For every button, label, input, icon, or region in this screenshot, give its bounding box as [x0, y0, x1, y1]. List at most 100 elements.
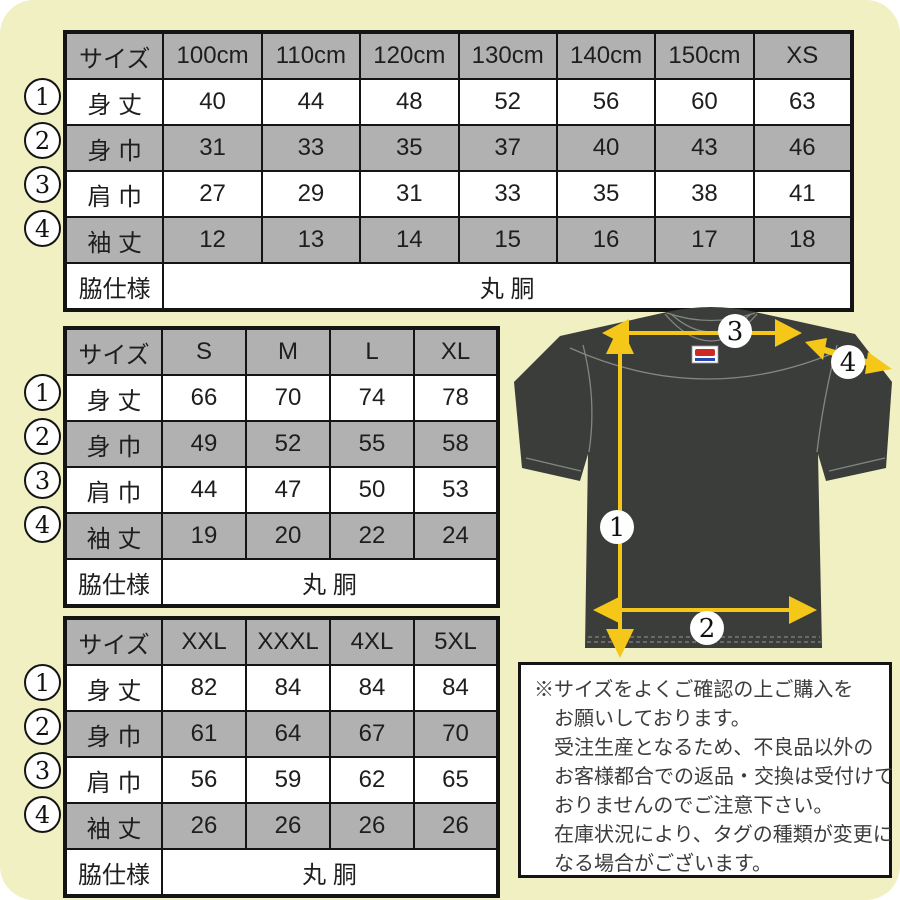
footer-value: 丸 胴 — [162, 262, 853, 311]
size-cell: 22 — [329, 512, 415, 560]
arrow-body-width — [593, 596, 817, 624]
size-cell: 33 — [260, 124, 362, 172]
size-cell: 82 — [161, 664, 247, 712]
size-cell: 14 — [359, 216, 460, 264]
measurement-arrows — [593, 319, 892, 658]
footer-value: 丸 胴 — [161, 848, 499, 897]
size-cell: 46 — [752, 124, 854, 172]
brand-tag — [691, 345, 719, 364]
row-label: 肩 巾 — [64, 756, 163, 804]
size-cell: 31 — [162, 124, 263, 172]
marker-circle-3 — [718, 314, 752, 348]
marker-label-4: 4 — [840, 348, 857, 378]
marker-1-adult: 1 — [24, 374, 61, 411]
size-cell: 38 — [654, 170, 755, 218]
size-cell: 60 — [654, 78, 755, 126]
col-header: 140cm — [555, 31, 657, 80]
size-cell: 84 — [413, 664, 499, 712]
notice-line: 受注生産となるため、不良品以外の — [554, 737, 874, 759]
size-cell: 26 — [245, 802, 331, 850]
size-cell: 63 — [752, 78, 854, 126]
col-header: M — [245, 327, 331, 376]
size-cell: 26 — [413, 802, 499, 850]
col-header: XXL — [161, 617, 247, 666]
size-cell: 66 — [161, 374, 247, 422]
size-cell: 40 — [555, 124, 657, 172]
marker-1-plus: 1 — [24, 664, 61, 701]
marker-label-1: 1 — [609, 513, 626, 543]
marker-3-adult: 3 — [24, 462, 61, 499]
col-header: 110cm — [260, 31, 362, 80]
arrow-shoulder-width — [602, 319, 802, 347]
size-cell: 52 — [245, 420, 331, 468]
col-header: XL — [413, 327, 499, 376]
size-cell: 44 — [161, 466, 247, 514]
marker-3-plus: 3 — [24, 752, 61, 789]
row-label: 身 丈 — [64, 374, 163, 422]
size-cell: 78 — [413, 374, 499, 422]
notice-line: お願いしております。 — [554, 708, 751, 730]
size-cell: 53 — [413, 466, 499, 514]
tshirt-diagram: 1 2 3 4 — [514, 307, 892, 658]
row-label: 袖 丈 — [64, 512, 163, 560]
marker-4-adult: 4 — [24, 506, 61, 543]
marker-circle-1 — [600, 510, 634, 544]
col-header: サイズ — [63, 31, 165, 80]
marker-2-plus: 2 — [24, 708, 61, 745]
size-cell: 41 — [752, 170, 854, 218]
marker-circle-4 — [831, 345, 865, 379]
size-cell: 64 — [245, 710, 331, 758]
tshirt-silhouette — [514, 307, 892, 648]
size-cell: 37 — [457, 124, 558, 172]
marker-3-kids: 3 — [24, 166, 61, 203]
size-cell: 56 — [161, 756, 247, 804]
size-table-kids: サイズ 100cm 110cm 120cm 130cm 140cm 150cm … — [63, 30, 854, 312]
size-cell: 26 — [161, 802, 247, 850]
row-label: 身 巾 — [64, 710, 163, 758]
size-table-plus: サイズ XXL XXXL 4XL 5XL 身 丈 82 84 84 84 身 巾… — [63, 616, 500, 898]
size-cell: 27 — [162, 170, 263, 218]
size-cell: 33 — [457, 170, 558, 218]
size-cell: 49 — [161, 420, 247, 468]
footer-label: 脇仕様 — [63, 262, 165, 311]
size-cell: 12 — [162, 216, 263, 264]
footer-label: 脇仕様 — [64, 848, 163, 897]
notice-line: 在庫状況により、タグの種類が変更に — [554, 824, 893, 846]
col-header: 150cm — [654, 31, 755, 80]
size-cell: 70 — [413, 710, 499, 758]
size-cell: 65 — [413, 756, 499, 804]
notice-box: ※サイズをよくご確認の上ご購入を お願いしております。 受注生産となるため、不良… — [518, 662, 894, 878]
size-cell: 35 — [555, 170, 657, 218]
size-cell: 48 — [359, 78, 460, 126]
size-cell: 35 — [359, 124, 460, 172]
size-cell: 56 — [555, 78, 657, 126]
col-header: 130cm — [457, 31, 558, 80]
size-cell: 13 — [260, 216, 362, 264]
diagram-markers: 1 2 3 4 — [600, 314, 865, 645]
size-cell: 29 — [260, 170, 362, 218]
size-cell: 52 — [457, 78, 558, 126]
col-header: 100cm — [162, 31, 263, 80]
size-cell: 17 — [654, 216, 755, 264]
col-header: 120cm — [359, 31, 460, 80]
size-cell: 61 — [161, 710, 247, 758]
notice-line: おりませんのでご注意下さい。 — [554, 795, 834, 817]
notice-line: お客様都合での返品・交換は受付けて — [554, 766, 894, 788]
col-header: L — [329, 327, 415, 376]
marker-2-kids: 2 — [24, 122, 61, 159]
size-cell: 16 — [555, 216, 657, 264]
col-header: サイズ — [64, 327, 163, 376]
size-cell: 59 — [245, 756, 331, 804]
marker-circle-2 — [690, 611, 724, 645]
footer-value: 丸 胴 — [161, 558, 499, 607]
row-label: 身 巾 — [64, 420, 163, 468]
size-cell: 47 — [245, 466, 331, 514]
size-cell: 31 — [359, 170, 460, 218]
col-header: 4XL — [329, 617, 415, 666]
row-label: 袖 丈 — [64, 802, 163, 850]
col-header: XXXL — [245, 617, 331, 666]
footer-label: 脇仕様 — [64, 558, 163, 607]
size-cell: 18 — [752, 216, 854, 264]
size-cell: 19 — [161, 512, 247, 560]
